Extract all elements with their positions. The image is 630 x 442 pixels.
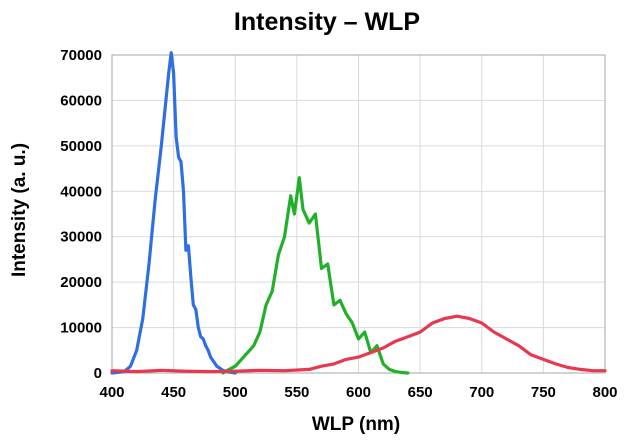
x-tick-label: 400 bbox=[99, 384, 124, 401]
plot-frame bbox=[111, 54, 606, 374]
x-tick-label: 650 bbox=[408, 384, 433, 401]
x-tick-label: 750 bbox=[531, 384, 556, 401]
y-tick-label: 10000 bbox=[60, 320, 102, 337]
x-tick-label: 600 bbox=[346, 384, 371, 401]
series-line-1 bbox=[110, 51, 237, 375]
chart-title: Intensity – WLP bbox=[234, 8, 420, 36]
series-line-2 bbox=[221, 176, 410, 375]
series-layer bbox=[110, 51, 607, 375]
y-tick-label: 20000 bbox=[60, 274, 102, 291]
y-tick-label: 0 bbox=[94, 365, 102, 382]
x-tick-label: 450 bbox=[161, 384, 186, 401]
y-tick-label: 60000 bbox=[60, 92, 102, 109]
x-axis-label: WLP (nm) bbox=[312, 414, 400, 435]
x-tick-label: 550 bbox=[284, 384, 309, 401]
x-tick-label: 500 bbox=[223, 384, 248, 401]
series-line-3 bbox=[110, 314, 607, 374]
x-tick-label: 700 bbox=[469, 384, 494, 401]
y-tick-label: 40000 bbox=[60, 183, 102, 200]
y-tick-label: 70000 bbox=[60, 47, 102, 64]
x-tick-label: 800 bbox=[592, 384, 617, 401]
x-tick-labels: 400 450 500 550 600 650 700 750 800 bbox=[99, 384, 617, 401]
y-tick-labels: 0 10000 20000 30000 40000 50000 60000 70000 bbox=[60, 47, 102, 382]
y-tick-label: 50000 bbox=[60, 138, 102, 155]
y-axis-label: Intensity (a. u.) bbox=[9, 143, 30, 277]
y-tick-label: 30000 bbox=[60, 229, 102, 246]
